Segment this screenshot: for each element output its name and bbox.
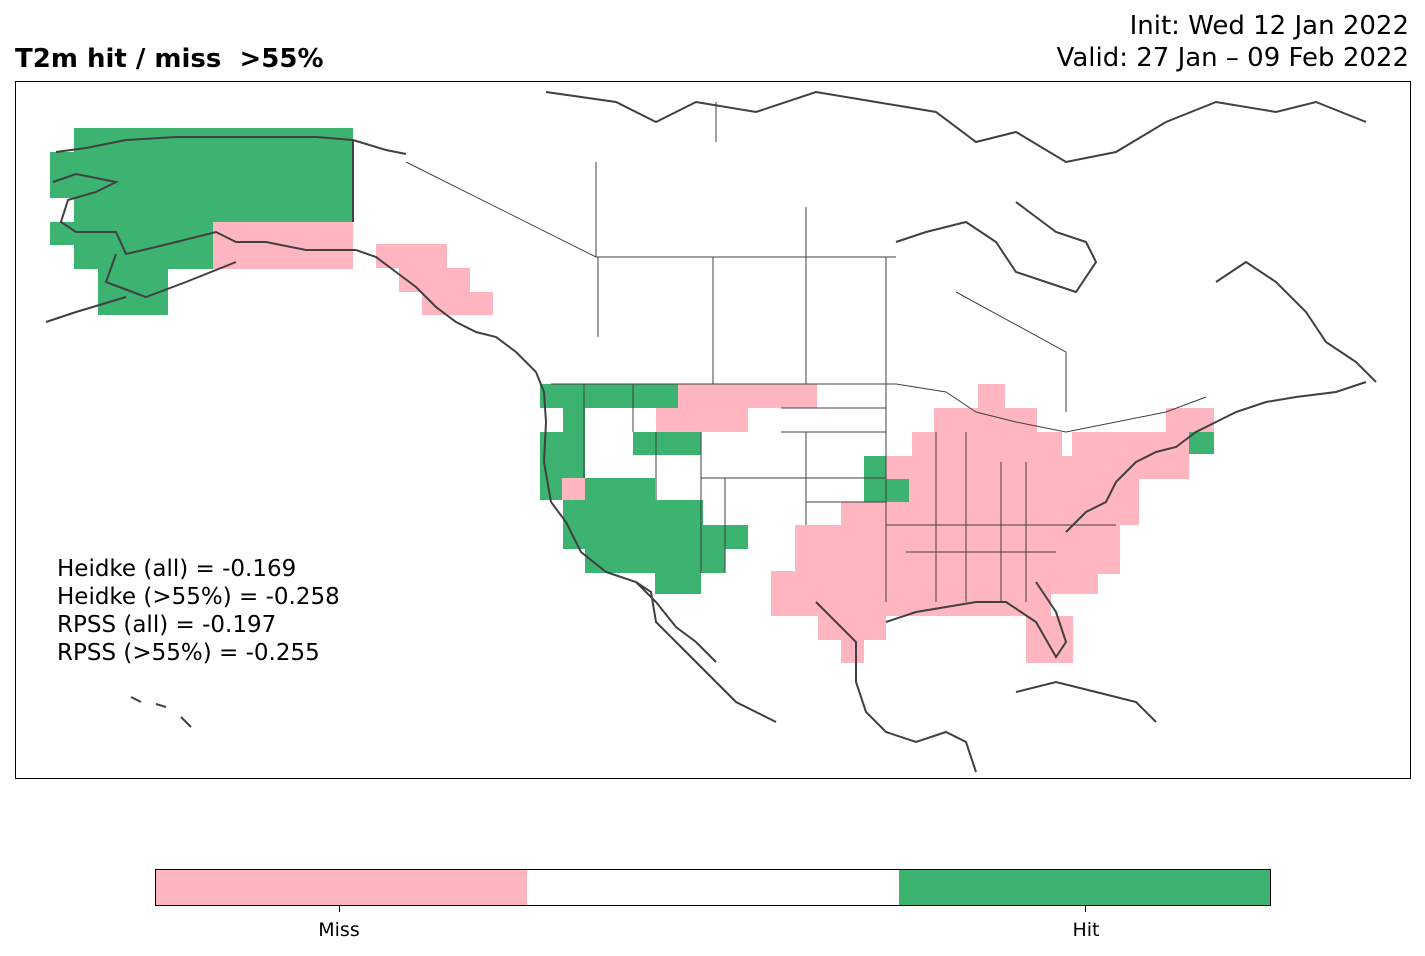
cell-miss <box>656 408 748 432</box>
colorbar-label-miss: Miss <box>318 919 360 941</box>
cell-miss <box>771 594 1051 616</box>
date-info: Init: Wed 12 Jan 2022 Valid: 27 Jan – 09… <box>1057 10 1409 74</box>
cell-hit <box>585 549 725 573</box>
cell-miss <box>678 384 817 408</box>
us-states-west <box>583 384 886 573</box>
cell-hit <box>563 500 703 525</box>
cell-hit <box>50 222 213 245</box>
west-coast <box>535 371 717 683</box>
cell-miss <box>1072 432 1189 456</box>
valid-range: Valid: 27 Jan – 09 Feb 2022 <box>1056 43 1409 73</box>
us-canada-border <box>551 383 1207 433</box>
rpss-all: RPSS (all) = -0.197 <box>57 612 277 638</box>
cell-miss <box>399 268 470 292</box>
hudson-bay <box>895 201 1098 294</box>
map-panel <box>15 81 1411 779</box>
cell-miss <box>886 456 1189 479</box>
skill-scores: Heidke (all) = -0.169 Heidke (>55%) = -0… <box>57 555 340 667</box>
cell-miss <box>795 525 1120 550</box>
cell-miss <box>818 616 886 640</box>
cell-miss <box>841 640 864 663</box>
cell-hit <box>50 152 74 198</box>
cell-hit <box>563 525 748 549</box>
init-date: Init: Wed 12 Jan 2022 <box>1129 11 1409 41</box>
colorbar-neutral <box>527 870 899 905</box>
cell-miss <box>934 408 1037 432</box>
cell-hit <box>540 384 678 408</box>
colorbar <box>155 869 1271 906</box>
cell-hit <box>74 245 214 269</box>
colorbar-miss <box>156 870 528 905</box>
cell-hit <box>74 128 353 222</box>
east-coast <box>1065 381 1367 533</box>
cell-miss <box>562 478 585 500</box>
political-borders <box>405 102 1207 602</box>
hawaii <box>130 696 192 728</box>
cell-miss <box>376 244 447 268</box>
cell-hit <box>655 573 701 594</box>
cell-miss <box>795 550 1120 574</box>
labrador <box>1215 260 1377 383</box>
alaska-coast <box>45 136 537 373</box>
canada-provinces <box>405 102 1067 412</box>
colorbar-label-hit: Hit <box>1072 919 1100 941</box>
cell-hit <box>563 408 585 432</box>
cell-hit <box>633 432 701 455</box>
cell-miss <box>909 479 1139 502</box>
cell-miss <box>771 571 1098 594</box>
colorbar-hit <box>898 870 1270 905</box>
cell-miss <box>1166 408 1214 432</box>
cell-miss <box>912 432 1062 456</box>
colorbar-tick-miss <box>339 906 340 912</box>
mexico-gulf-coast <box>715 581 1068 773</box>
cell-hit <box>1189 432 1214 454</box>
cuba <box>1015 680 1157 723</box>
cell-miss <box>841 502 1139 525</box>
colorbar-tick-hit <box>1085 906 1086 912</box>
heidke-all: Heidke (all) = -0.169 <box>57 556 297 582</box>
heidke-55: Heidke (>55%) = -0.258 <box>57 584 340 610</box>
cell-miss <box>978 384 1005 408</box>
us-states-central <box>781 384 1116 602</box>
arctic-islands <box>545 90 1367 164</box>
rpss-55: RPSS (>55%) = -0.255 <box>57 640 320 666</box>
map-title: T2m hit / miss >55% <box>15 44 324 74</box>
coastlines <box>45 90 1377 773</box>
hit-miss-map <box>45 90 1377 773</box>
